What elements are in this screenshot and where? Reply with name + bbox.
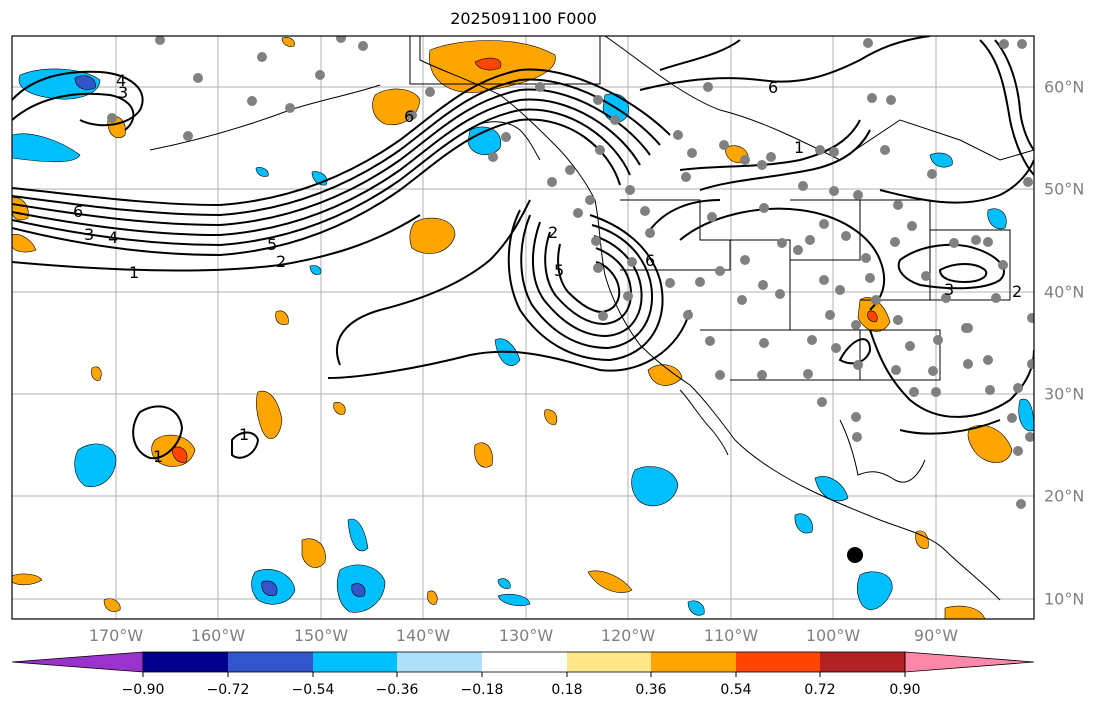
lon-label: 170°W bbox=[88, 626, 144, 645]
lon-label: 150°W bbox=[293, 626, 349, 645]
lon-label: 140°W bbox=[395, 626, 451, 645]
map-frame bbox=[11, 35, 1035, 620]
colorbar-extend-left bbox=[11, 651, 144, 673]
lon-label: 120°W bbox=[600, 626, 656, 645]
colorbar-tick-label: 0.54 bbox=[720, 682, 752, 698]
lat-label: 10°N bbox=[1044, 589, 1085, 609]
colorbar-tick-label: −0.54 bbox=[291, 682, 335, 698]
colorbar-tick-label: −0.36 bbox=[375, 682, 419, 698]
lon-label: 90°W bbox=[913, 626, 959, 645]
contour-label: 1 bbox=[239, 425, 249, 444]
contour-label: 5 bbox=[554, 261, 564, 280]
contours bbox=[12, 36, 1034, 460]
contour-label: 1 bbox=[129, 263, 139, 282]
contour-label: 4 bbox=[108, 228, 118, 247]
lon-label: 130°W bbox=[498, 626, 554, 645]
lon-label: 110°W bbox=[703, 626, 759, 645]
contour-label: 1 bbox=[153, 447, 163, 466]
colorbar-extend-right bbox=[904, 651, 1035, 673]
lat-label: 50°N bbox=[1044, 179, 1085, 199]
contour-label: 2 bbox=[276, 252, 286, 271]
contour-label: 3 bbox=[944, 280, 954, 299]
contour-label: 6 bbox=[645, 251, 655, 270]
lon-label: 100°W bbox=[805, 626, 861, 645]
contour-label: 3 bbox=[118, 83, 128, 102]
contour-label: 2 bbox=[1012, 282, 1022, 301]
contour-label: 4 bbox=[116, 71, 126, 90]
contour-label: 2 bbox=[548, 223, 558, 242]
map-title: 2025091100 F000 bbox=[450, 9, 597, 28]
contour-label: 1 bbox=[794, 138, 804, 157]
station-markers bbox=[107, 36, 1034, 509]
contour-label: 3 bbox=[84, 225, 94, 244]
contour-label: 6 bbox=[404, 107, 414, 126]
lat-label: 40°N bbox=[1044, 282, 1085, 302]
colorbar-tick-label: 0.36 bbox=[635, 682, 667, 698]
lat-label: 60°N bbox=[1044, 77, 1085, 97]
shaded-anomalies bbox=[12, 37, 1034, 619]
colorbar-tick-label: −0.90 bbox=[121, 682, 165, 698]
coastlines bbox=[149, 36, 1034, 601]
colorbar bbox=[11, 651, 1035, 677]
contour-label: 6 bbox=[768, 78, 778, 97]
lon-label: 160°W bbox=[190, 626, 246, 645]
lat-label: 30°N bbox=[1044, 384, 1085, 404]
colorbar-tick-label: 0.90 bbox=[889, 682, 921, 698]
colorbar-tick-label: −0.18 bbox=[460, 682, 504, 698]
colorbar-tick-label: 0.72 bbox=[804, 682, 836, 698]
contour-label: 5 bbox=[267, 235, 277, 254]
colorbar-tick-label: −0.72 bbox=[206, 682, 250, 698]
contour-labels: 6 5 4 3 2 1 6 5 4 3 2 6 1 3 2 1 1 6 bbox=[73, 71, 1022, 466]
highlight-marker bbox=[847, 547, 863, 563]
contour-label: 6 bbox=[73, 202, 83, 221]
lat-label: 20°N bbox=[1044, 486, 1085, 506]
colorbar-tick-label: 0.18 bbox=[551, 682, 583, 698]
